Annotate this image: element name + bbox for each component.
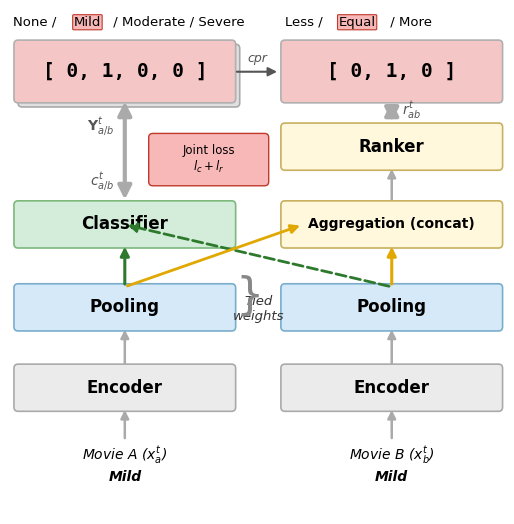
Text: Mild: Mild: [108, 471, 141, 484]
Text: [ 0, 1, 0 ]: [ 0, 1, 0 ]: [327, 62, 456, 81]
Text: Ranker: Ranker: [359, 138, 425, 156]
Text: None /: None /: [13, 16, 61, 29]
Text: Encoder: Encoder: [87, 379, 163, 397]
Text: Pooling: Pooling: [90, 298, 160, 316]
Text: Mild: Mild: [74, 16, 101, 29]
FancyBboxPatch shape: [14, 201, 235, 248]
FancyBboxPatch shape: [18, 44, 240, 107]
Text: $\mathbf{Y}^t_{a/b}$: $\mathbf{Y}^t_{a/b}$: [87, 116, 115, 138]
Text: Encoder: Encoder: [354, 379, 430, 397]
FancyBboxPatch shape: [281, 40, 503, 103]
Text: / More: / More: [386, 16, 432, 29]
Text: / Moderate / Severe: / Moderate / Severe: [108, 16, 244, 29]
Text: Equal: Equal: [339, 16, 376, 29]
FancyBboxPatch shape: [149, 134, 269, 186]
FancyBboxPatch shape: [281, 123, 503, 170]
FancyBboxPatch shape: [281, 284, 503, 331]
FancyBboxPatch shape: [14, 284, 235, 331]
Text: cpr: cpr: [247, 52, 267, 65]
Text: Mild: Mild: [375, 471, 408, 484]
FancyBboxPatch shape: [14, 40, 235, 103]
Text: $r^t_{ab}$: $r^t_{ab}$: [402, 100, 421, 122]
FancyBboxPatch shape: [14, 364, 235, 411]
Text: Movie B ($x^t_b$): Movie B ($x^t_b$): [349, 444, 434, 466]
Text: [ 0, 1, 0, 0 ]: [ 0, 1, 0, 0 ]: [43, 62, 207, 81]
Text: $c^t_{a/b}$: $c^t_{a/b}$: [90, 170, 115, 193]
Text: Aggregation (concat): Aggregation (concat): [308, 217, 475, 232]
Text: Less /: Less /: [285, 16, 327, 29]
Text: Classifier: Classifier: [81, 215, 168, 233]
Text: Pooling: Pooling: [357, 298, 427, 316]
Text: Tied
weights: Tied weights: [233, 294, 284, 323]
FancyBboxPatch shape: [281, 364, 503, 411]
Text: }: }: [235, 274, 264, 317]
Text: Movie A ($x^t_a$): Movie A ($x^t_a$): [82, 444, 168, 466]
Text: Joint loss
$l_c+l_r$: Joint loss $l_c+l_r$: [182, 144, 235, 176]
FancyBboxPatch shape: [281, 201, 503, 248]
